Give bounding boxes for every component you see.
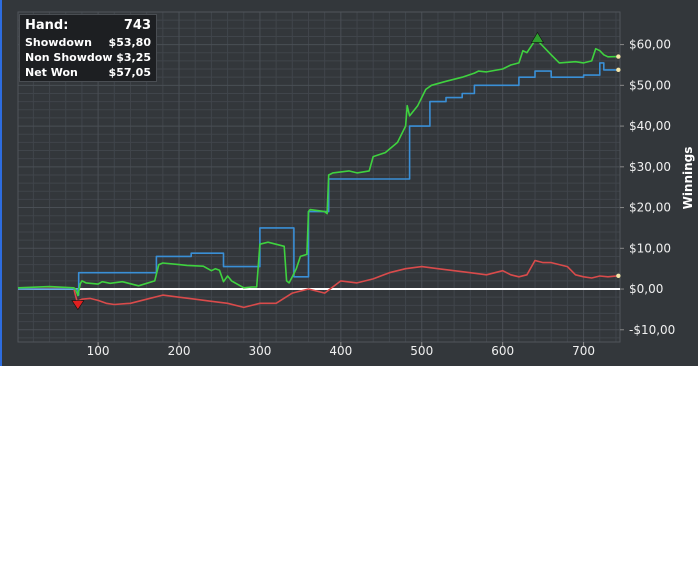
markers-group (71, 31, 544, 311)
series-end-dot-showdown (616, 67, 621, 73)
y-tick-label: $40,00 (629, 119, 671, 133)
x-axis: 100 200 300 400 500 600 700 (87, 342, 595, 358)
x-tick-label: 500 (410, 344, 433, 358)
x-tick-label: 100 (87, 344, 110, 358)
legend-label: Hand: (25, 18, 69, 33)
y-tick-label: $10,00 (629, 241, 671, 255)
trough-marker-icon (71, 300, 85, 311)
y-tick-label: $30,00 (629, 160, 671, 174)
x-tick-label: 200 (168, 344, 191, 358)
peak-marker-icon (530, 31, 544, 43)
stats-legend: Hand: 743 Showdown $53,80 Non Showdow $3… (19, 14, 157, 82)
legend-value: $53,80 (108, 36, 151, 49)
legend-value: $57,05 (108, 66, 151, 79)
x-tick-label: 600 (491, 344, 514, 358)
x-tick-label: 700 (572, 344, 595, 358)
series-end-dot-non-showdown (616, 273, 621, 278)
winnings-chart: 100 200 300 400 500 600 700 -$10,00 $0,00 $10,00… (17, 11, 695, 358)
series-end-dot-net-won (616, 54, 621, 59)
y-tick-label: -$10,00 (629, 323, 675, 337)
y-tick-label: $50,00 (629, 78, 671, 92)
series-line-showdown (18, 62, 619, 296)
legend-label: Showdown (25, 36, 92, 49)
legend-value: 743 (123, 18, 151, 33)
legend-label: Non Showdow (25, 51, 113, 64)
legend-value: $3,25 (116, 51, 151, 64)
focus-border (0, 0, 2, 366)
series-line-net-won (17, 39, 619, 297)
y-axis: -$10,00 $0,00 $10,00 $20,00 $30,00 $40,00 $50,… (620, 38, 675, 337)
x-tick-label: 300 (248, 344, 271, 358)
y-tick-label: $20,00 (629, 201, 671, 215)
series-group (17, 39, 621, 309)
plot-border (17, 11, 621, 343)
y-tick-label: $60,00 (629, 38, 671, 52)
x-tick-label: 400 (329, 344, 352, 358)
y-tick-label: $0,00 (629, 282, 663, 296)
series-line-non-showdown (17, 259, 619, 309)
legend-label: Net Won (25, 66, 78, 79)
y-axis-title: Winnings (681, 147, 695, 210)
